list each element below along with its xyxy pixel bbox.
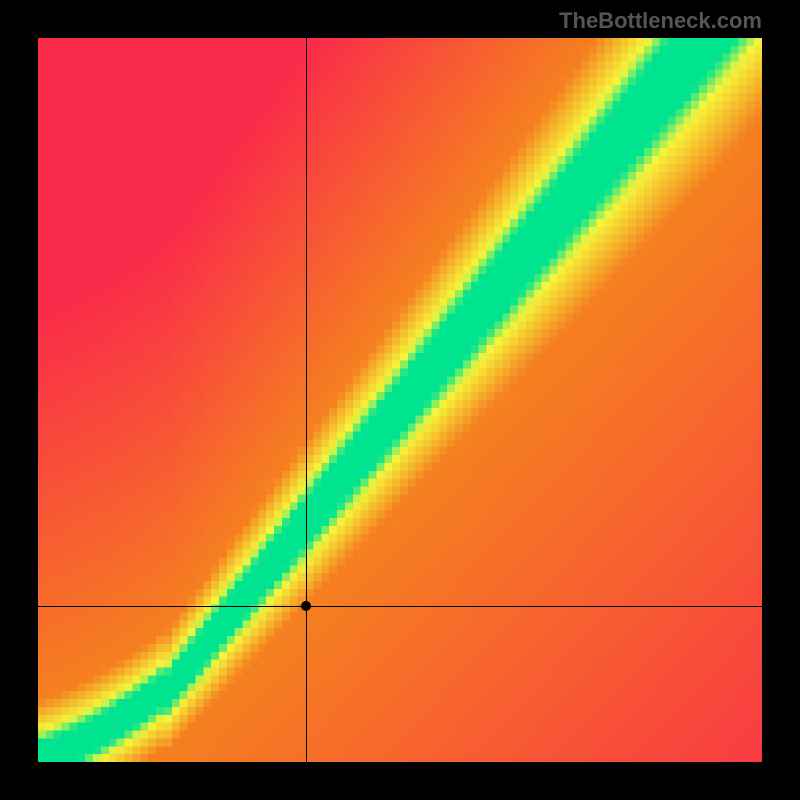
crosshair-vertical [306,38,307,762]
chart-container: TheBottleneck.com [0,0,800,800]
crosshair-dot [300,600,312,612]
heatmap-plot [38,38,762,762]
watermark-text: TheBottleneck.com [559,8,762,34]
heatmap-canvas [38,38,762,762]
crosshair-horizontal [38,606,762,607]
